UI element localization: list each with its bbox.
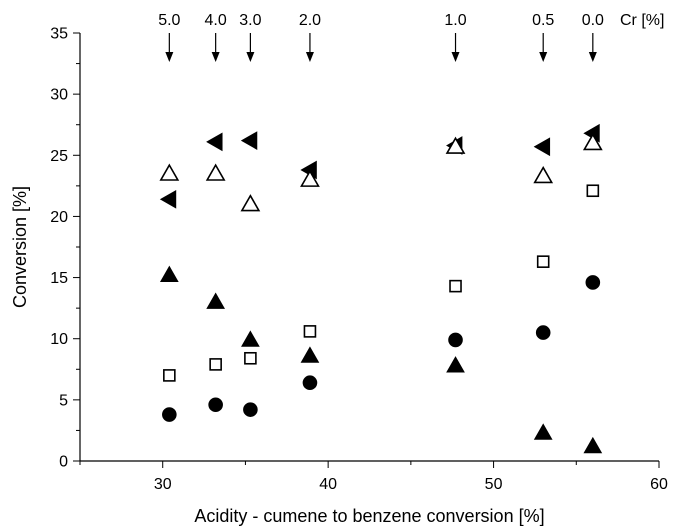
- plot-axes: [79, 33, 659, 462]
- data-point-filled-circle: [302, 375, 318, 391]
- cr-marker-label: 2.0: [299, 12, 321, 29]
- data-point-open-square: [209, 358, 222, 371]
- data-point-open-triangle: [533, 165, 554, 184]
- data-point-filled-triangle: [206, 292, 226, 309]
- x-tick-label: 30: [154, 476, 172, 493]
- data-point-filled-circle: [243, 402, 258, 417]
- axis-ticks: 30 40 50 60 0 5 10 15 20 25 30 35: [50, 26, 668, 494]
- data-point-filled-left-triangle: [206, 132, 223, 152]
- x-tick-label: 40: [319, 476, 337, 493]
- x-tick-label: 50: [485, 476, 503, 493]
- y-tick-label: 25: [50, 148, 68, 165]
- data-point-open-square: [536, 255, 550, 268]
- data-point-filled-circle: [162, 407, 177, 422]
- cr-marker-label: 4.0: [205, 12, 227, 29]
- data-point-filled-triangle: [159, 265, 179, 283]
- data-point-open-triangle: [582, 132, 603, 151]
- y-tick-label: 15: [50, 270, 68, 287]
- data-point-open-square: [303, 325, 317, 338]
- cr-arrow-head: [539, 52, 548, 62]
- data-point-open-square: [449, 279, 462, 293]
- data-point-filled-triangle: [533, 423, 553, 440]
- y-tick-label: 5: [59, 392, 68, 409]
- cr-arrow-head: [451, 52, 460, 62]
- data-point-open-square: [244, 351, 257, 365]
- cr-unit-label: Cr [%]: [620, 12, 664, 29]
- data-point-filled-left-triangle: [240, 131, 258, 150]
- data-point-filled-circle: [585, 275, 601, 290]
- data-point-filled-triangle: [583, 436, 603, 454]
- data-point-filled-left-triangle: [533, 137, 551, 157]
- cr-marker-label: 1.0: [444, 12, 466, 29]
- data-points: [159, 123, 603, 454]
- cr-arrow-head: [211, 52, 220, 62]
- cr-marker-label: 3.0: [239, 12, 261, 29]
- y-tick-label: 30: [50, 87, 68, 104]
- cr-arrow-head: [588, 52, 597, 62]
- data-point-filled-left-triangle: [159, 189, 177, 209]
- data-point-filled-triangle: [300, 346, 320, 363]
- x-axis-title: Acidity - cumene to benzene conversion […: [194, 506, 544, 526]
- data-point-open-square: [586, 184, 600, 198]
- cr-marker-label: 5.0: [158, 12, 180, 29]
- cr-marker-label: 0.5: [532, 12, 554, 29]
- y-tick-label: 0: [59, 454, 68, 471]
- cr-marker-label: 0.0: [582, 12, 604, 29]
- data-point-open-square: [163, 369, 176, 382]
- data-point-filled-triangle: [241, 330, 260, 347]
- data-point-filled-circle: [208, 397, 223, 413]
- data-point-open-triangle: [445, 136, 466, 154]
- data-point-open-triangle: [205, 163, 226, 181]
- cr-markers: 5.0 4.0 3.0 2.0 1.0 0.5 0.0: [158, 12, 604, 62]
- cr-arrow-head: [165, 52, 174, 62]
- data-point-open-triangle: [159, 163, 180, 181]
- data-point-open-triangle: [240, 194, 261, 212]
- data-point-filled-circle: [535, 325, 551, 340]
- x-tick-label: 60: [650, 476, 668, 493]
- y-tick-label: 10: [50, 331, 68, 348]
- y-axis-title: Conversion [%]: [10, 186, 30, 308]
- cr-arrow-head: [246, 52, 255, 62]
- y-tick-label: 20: [50, 209, 68, 226]
- data-point-open-triangle: [300, 169, 320, 187]
- cr-arrow-head: [305, 52, 314, 62]
- y-tick-label: 35: [50, 26, 68, 43]
- data-point-filled-circle: [448, 332, 463, 348]
- data-point-filled-triangle: [446, 356, 465, 373]
